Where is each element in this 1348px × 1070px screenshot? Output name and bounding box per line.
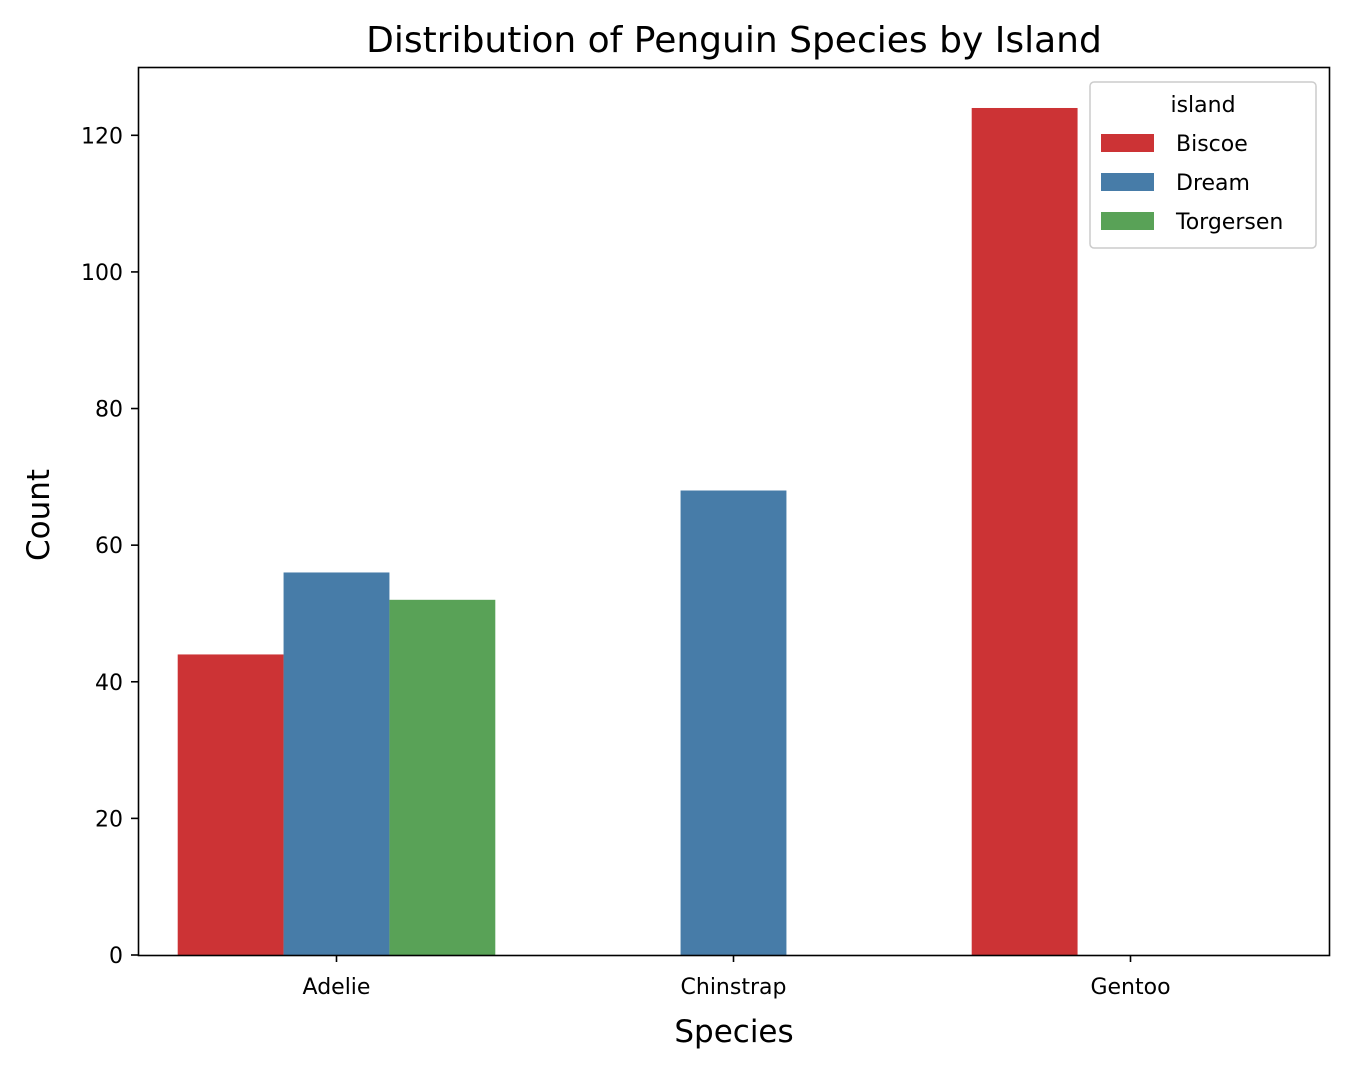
legend-label-torgersen: Torgersen (1175, 210, 1283, 235)
x-axis: Adelie Chinstrap Gentoo (303, 955, 1171, 1000)
bar-gentoo-biscoe (971, 107, 1078, 955)
bars-group (177, 107, 1078, 955)
chart-title: Distribution of Penguin Species by Islan… (366, 20, 1102, 61)
legend-title: island (1170, 93, 1235, 118)
y-tick-label: 100 (81, 261, 123, 286)
legend-swatch-torgersen (1101, 212, 1154, 230)
legend-swatch-dream (1101, 173, 1154, 191)
y-tick-label: 20 (95, 807, 123, 832)
x-tick-label: Chinstrap (681, 975, 787, 1000)
legend-frame (1089, 81, 1317, 249)
bar-chinstrap-dream (680, 490, 787, 955)
y-axis-title: Count (21, 469, 57, 561)
bar-adelie-torgersen (389, 599, 496, 955)
plot-frame (137, 66, 1331, 957)
y-tick-label: 60 (95, 534, 123, 559)
legend: island Biscoe Dream Torgersen (1089, 81, 1317, 249)
y-tick-label: 0 (109, 944, 123, 969)
legend-swatch-biscoe (1101, 134, 1154, 152)
y-tick-label: 120 (81, 124, 123, 149)
y-tick-label: 80 (95, 398, 123, 423)
bar-adelie-biscoe (177, 654, 284, 955)
y-tick-label: 40 (95, 671, 123, 696)
legend-label-biscoe: Biscoe (1176, 132, 1248, 157)
legend-label-dream: Dream (1176, 171, 1250, 196)
y-axis: 0 20 40 60 80 100 120 (81, 124, 138, 969)
x-tick-label: Gentoo (1090, 975, 1170, 1000)
x-axis-title: Species (674, 1014, 793, 1050)
bar-adelie-dream (283, 572, 390, 955)
x-tick-label: Adelie (303, 975, 371, 1000)
